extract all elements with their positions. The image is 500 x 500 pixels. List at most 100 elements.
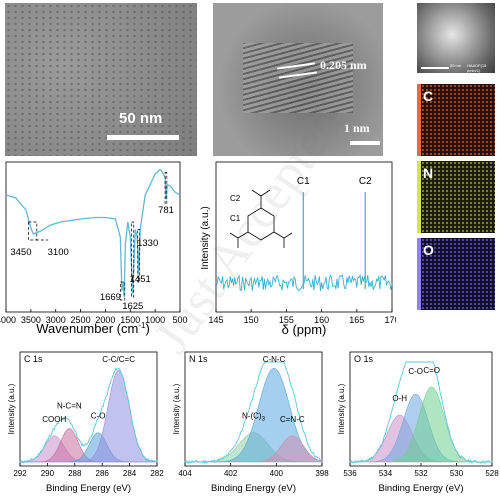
xps-xlabel: Binding Energy (eV) [46,483,131,494]
ftir-peak-label: 1669 [100,292,121,303]
bond [260,189,271,197]
eds-map-nitrogen: N [417,161,495,233]
ftir-xtick-label: 2500 [71,315,91,325]
haadf-scale-bar [421,67,449,69]
eds-carbon-dots [417,84,495,156]
nmr-peak-label: C2 [359,176,372,187]
ftir-xtick-label: 500 [172,315,187,325]
ftir-xtick-label: 1000 [145,315,165,325]
ftir-xtick-label: 3000 [46,315,66,325]
eds-oxygen-label: O [423,242,434,258]
tem-image: 50 nm [5,3,197,156]
eds-map-carbon: C [417,84,495,156]
nmr-xlabel: δ (ppm) [282,322,327,337]
eds-oxygen-bar [417,238,421,310]
xps-xtick-label: 284 [123,469,137,478]
bond [237,231,249,239]
nmr-ylabel: Intensity (a.u.) [200,206,211,269]
ftir-box-3450 [28,221,38,241]
eds-oxygen-dots [417,238,495,310]
ftir-xlabel: Wavenumber (cm-1) [36,321,150,336]
eds-carbon-bar [417,84,421,156]
xps-xtick-label: 530 [450,469,464,478]
xps-peak-label: COOH [42,415,66,424]
ftir-xtick-label: 3500 [21,315,41,325]
ftir-series-line [5,168,181,298]
xps-xtick-label: 536 [343,469,357,478]
xps-xtick-label: 292 [13,469,27,478]
xps-ylabel: Intensity (a.u.) [7,383,16,434]
xps-peak-label: C=N-C [280,415,305,424]
ftir-xtick-label: 2000 [95,315,115,325]
ftir-box-1451 [131,221,135,298]
xps-ylabel: Intensity (a.u.) [172,383,181,434]
xps-xtick-label: 282 [150,469,164,478]
xps-title: O 1s [354,354,374,364]
xps-n1s-chart: N-(C)3 C-N-C C=N-C 404 402 400 398 N 1s Intensit… [172,351,329,494]
lattice-spacing-label: 0.205 nm [320,58,367,72]
xps-xtick-label: 400 [270,469,284,478]
ftir-peak-label: 781 [158,205,174,216]
xps-envelope-line [19,367,158,464]
eds-nitrogen-dots [417,161,495,233]
ftir-peak-label: 3100 [48,247,69,258]
ftir-box-1330 [137,229,141,283]
bond [229,232,239,239]
xps-c1s-chart: COOH N-C=N C-O C-C/C=C 292 290 288 286 284 282 C 1… [7,351,164,494]
xps-peak-label: N-C=N [57,402,82,411]
xps-frame [19,351,158,467]
xps-xtick-label: 290 [41,469,55,478]
xps-envelope-line [349,361,493,464]
xps-xtick-label: 528 [485,469,499,478]
molecule-structure [229,189,293,248]
tem-texture [5,3,197,156]
nmr-peak-label: C1 [297,176,310,187]
hrtem-fringes [243,43,353,113]
xps-frame [184,351,323,467]
xps-peak-label: C-N-C [263,355,286,364]
nmr-xtick-label: 155 [279,315,294,325]
ftir-peak-label: 1330 [137,238,158,249]
bond [273,231,285,239]
ftir-chart: 4000 3500 3000 2500 2000 1500 1000 500 3450 3100… [0,161,188,336]
nmr-xtick-label: 150 [244,315,259,325]
nmr-chart: Intensity (a.u.) 145 150 155 160 165 170 C1 C2… [200,161,396,337]
xps-title: C 1s [24,354,43,364]
ftir-box-781 [164,172,168,205]
nmr-frame [215,161,393,313]
ftir-frame [5,161,181,313]
haadf-image: 50 nm HAADF(15 pmin/1) [417,3,495,73]
xps-peak-label: C-O [408,367,423,376]
xps-xtick-label: 288 [68,469,82,478]
xps-peak-label: C=O [423,366,440,375]
haadf-label: HAADF(15 pmin/1) [467,63,487,73]
ftir-peak-label: 1625 [122,301,143,312]
xps-xtick-label: 532 [414,469,428,478]
xps-xtick-label: 398 [315,469,329,478]
bond [251,189,262,197]
nmr-xtick-label: 145 [208,315,223,325]
hrtem-image: 0.205 nm 1 nm [213,3,383,156]
structure-label-c2: C2 [230,194,241,203]
haadf-scale-label: 50 nm [450,63,462,68]
bond [283,232,293,239]
ftir-peak-label: 1451 [130,274,151,285]
xps-component-fill [184,435,323,463]
tem-scale-bar [107,135,179,140]
xps-xtick-label: 402 [224,469,238,478]
ftir-xtick-label: 1500 [120,315,140,325]
nmr-xtick-label: 170 [384,315,396,325]
xps-xtick-label: 534 [379,469,393,478]
ftir-peak-label: 3450 [10,247,31,258]
xps-xlabel: Binding Energy (eV) [211,483,296,494]
eds-carbon-label: C [423,88,434,104]
eds-map-oxygen: O [417,238,495,310]
ftir-xtick-label: 4000 [0,315,16,325]
ftir-box-1669 [119,281,126,301]
xps-o1s-chart: O-H C-O C=O 536 534 532 530 528 O 1s Intensity (a… [337,351,499,494]
xps-xtick-label: 404 [178,469,192,478]
eds-nitrogen-bar [417,161,421,233]
xps-peak-label: O-H [392,394,407,403]
xps-xtick-label: 286 [96,469,110,478]
hrtem-scale-bar [350,141,380,145]
